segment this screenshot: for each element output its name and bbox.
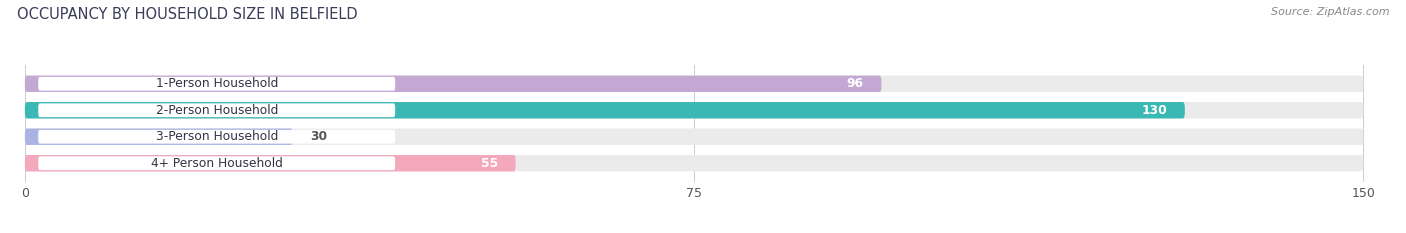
- Text: 3-Person Household: 3-Person Household: [156, 130, 278, 143]
- FancyBboxPatch shape: [38, 156, 395, 170]
- Text: 55: 55: [481, 157, 498, 170]
- FancyBboxPatch shape: [38, 130, 395, 144]
- FancyBboxPatch shape: [25, 75, 882, 92]
- FancyBboxPatch shape: [25, 129, 292, 145]
- Text: Source: ZipAtlas.com: Source: ZipAtlas.com: [1271, 7, 1389, 17]
- Text: 96: 96: [846, 77, 863, 90]
- FancyBboxPatch shape: [25, 129, 1364, 145]
- FancyBboxPatch shape: [25, 155, 1364, 171]
- Text: OCCUPANCY BY HOUSEHOLD SIZE IN BELFIELD: OCCUPANCY BY HOUSEHOLD SIZE IN BELFIELD: [17, 7, 357, 22]
- FancyBboxPatch shape: [25, 155, 516, 171]
- FancyBboxPatch shape: [25, 75, 1364, 92]
- Text: 2-Person Household: 2-Person Household: [156, 104, 278, 117]
- FancyBboxPatch shape: [38, 103, 395, 117]
- FancyBboxPatch shape: [25, 102, 1185, 118]
- FancyBboxPatch shape: [38, 77, 395, 91]
- FancyBboxPatch shape: [25, 102, 1364, 118]
- Text: 130: 130: [1142, 104, 1167, 117]
- Text: 30: 30: [311, 130, 328, 143]
- Text: 4+ Person Household: 4+ Person Household: [150, 157, 283, 170]
- Text: 1-Person Household: 1-Person Household: [156, 77, 278, 90]
